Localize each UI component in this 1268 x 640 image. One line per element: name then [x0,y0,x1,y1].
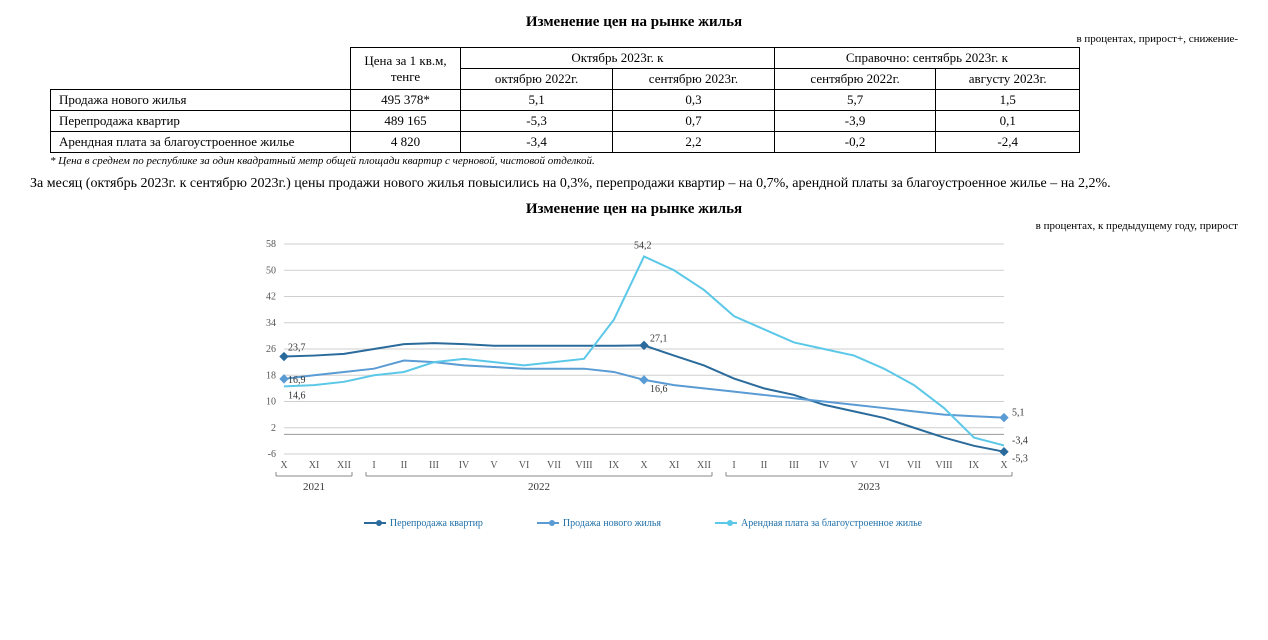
svg-text:26: 26 [266,344,276,355]
svg-text:X: X [280,460,288,471]
summary-paragraph: За месяц (октябрь 2023г. к сентябрю 2023… [30,175,1238,193]
chart-title: Изменение цен на рынке жилья [20,201,1248,218]
svg-text:VI: VI [879,460,890,471]
cell-v1: -5,3 [461,111,613,132]
svg-text:10: 10 [266,396,276,407]
chart-legend: Перепродажа квартир Продажа нового жилья А… [20,518,1248,529]
svg-text:XI: XI [669,460,680,471]
cell-v3: -0,2 [774,132,936,153]
cell-v4: -2,4 [936,132,1080,153]
svg-text:2023: 2023 [858,481,881,493]
legend-item: Арендная плата за благоустроенное жилье [697,518,922,529]
cell-v2: 2,2 [613,132,775,153]
svg-text:16,9: 16,9 [288,374,306,385]
row-label: Арендная плата за благоустроенное жилье [51,132,351,153]
chart-svg: -6210182634425058XXIXIIIIIIIIIVVVIVIIVII… [224,234,1044,514]
row-label: Продажа нового жилья [51,90,351,111]
cell-v4: 1,5 [936,90,1080,111]
table-title: Изменение цен на рынке жилья [20,14,1248,31]
svg-text:-6: -6 [268,449,276,460]
chart-units-note: в процентах, к предыдущему году, прирост [20,220,1238,232]
svg-text:I: I [732,460,735,471]
svg-text:14,6: 14,6 [288,390,306,401]
table-row: Арендная плата за благоустроенное жилье4… [51,132,1080,153]
svg-text:16,6: 16,6 [650,383,668,394]
svg-text:I: I [372,460,375,471]
svg-text:-3,4: -3,4 [1012,435,1028,446]
cell-v1: -3,4 [461,132,613,153]
legend-item: Продажа нового жилья [519,518,661,529]
svg-text:X: X [1000,460,1008,471]
svg-text:5,1: 5,1 [1012,407,1025,418]
svg-text:XII: XII [337,460,351,471]
col-sep22: сентябрю 2022г. [774,69,936,90]
table-row: Перепродажа квартир489 165-5,30,7-3,90,1 [51,111,1080,132]
svg-text:IV: IV [459,460,470,471]
svg-text:2: 2 [271,422,276,433]
line-chart: -6210182634425058XXIXIIIIIIIIIVVVIVIIVII… [224,234,1044,514]
svg-text:VII: VII [547,460,561,471]
table-units-note: в процентах, прирост+, снижение- [20,33,1238,45]
cell-v2: 0,3 [613,90,775,111]
svg-text:18: 18 [266,370,276,381]
svg-text:IV: IV [819,460,830,471]
svg-text:IX: IX [969,460,980,471]
svg-text:V: V [490,460,498,471]
svg-text:2022: 2022 [528,481,550,493]
cell-v1: 5,1 [461,90,613,111]
cell-v2: 0,7 [613,111,775,132]
svg-text:XI: XI [309,460,320,471]
svg-text:II: II [401,460,408,471]
table-row: Продажа нового жилья495 378*5,10,35,71,5 [51,90,1080,111]
cell-price: 4 820 [351,132,461,153]
svg-text:X: X [640,460,648,471]
svg-text:2021: 2021 [303,481,325,493]
svg-text:III: III [789,460,799,471]
svg-text:VI: VI [519,460,530,471]
colgroup-october: Октябрь 2023г. к [461,48,775,69]
table-body: Продажа нового жилья495 378*5,10,35,71,5… [51,90,1080,153]
svg-text:34: 34 [266,317,276,328]
svg-text:XII: XII [697,460,711,471]
col-oct22: октябрю 2022г. [461,69,613,90]
svg-text:54,2: 54,2 [634,240,652,251]
svg-text:II: II [761,460,768,471]
svg-text:50: 50 [266,265,276,276]
colgroup-reference: Справочно: сентябрь 2023г. к [774,48,1079,69]
table-footnote: * Цена в среднем по республике за один к… [50,155,1248,167]
col-price: Цена за 1 кв.м, тенге [351,48,461,90]
svg-text:23,7: 23,7 [288,342,306,353]
svg-text:VIII: VIII [575,460,592,471]
svg-text:VIII: VIII [935,460,952,471]
cell-v4: 0,1 [936,111,1080,132]
cell-v3: 5,7 [774,90,936,111]
svg-text:58: 58 [266,239,276,250]
cell-price: 489 165 [351,111,461,132]
svg-text:V: V [850,460,858,471]
svg-text:-5,3: -5,3 [1012,453,1028,464]
svg-text:27,1: 27,1 [650,333,668,344]
svg-text:III: III [429,460,439,471]
svg-text:VII: VII [907,460,921,471]
legend-item: Перепродажа квартир [346,518,483,529]
col-aug23: августу 2023г. [936,69,1080,90]
col-sep23: сентябрю 2023г. [613,69,775,90]
cell-price: 495 378* [351,90,461,111]
row-label: Перепродажа квартир [51,111,351,132]
svg-text:IX: IX [609,460,620,471]
svg-text:42: 42 [266,291,276,302]
cell-v3: -3,9 [774,111,936,132]
price-change-table: Цена за 1 кв.м, тенге Октябрь 2023г. к С… [50,47,1080,153]
